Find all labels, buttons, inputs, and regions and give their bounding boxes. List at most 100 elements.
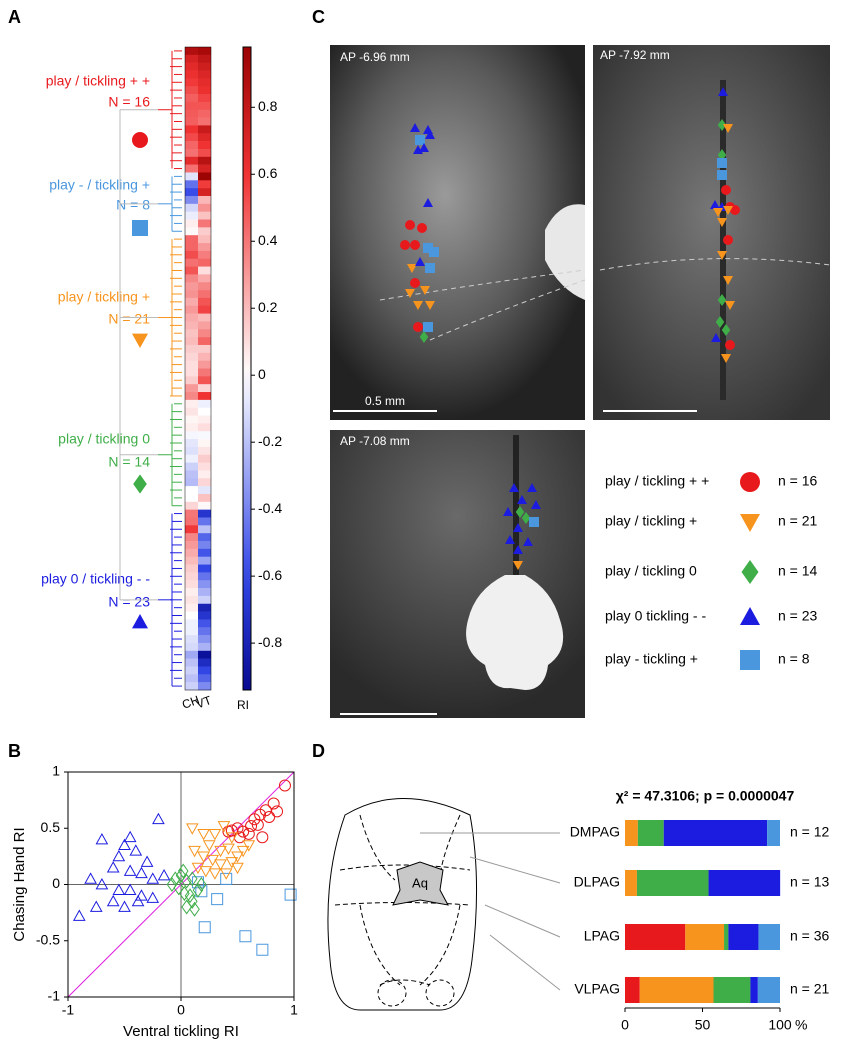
recording-site <box>715 316 725 328</box>
heatmap-cell <box>198 509 211 518</box>
marker <box>211 893 224 906</box>
recording-site <box>517 495 527 504</box>
heatmap-cell <box>185 658 198 667</box>
heatmap-frame <box>184 46 212 691</box>
heatmap-cell <box>185 86 198 95</box>
marker <box>208 828 222 841</box>
legend-n: n = 14 <box>778 563 818 579</box>
image-label: AP -7.08 mm <box>340 434 410 448</box>
heatmap-cell <box>185 384 198 393</box>
heatmap-cell <box>198 650 211 659</box>
legend-marker <box>740 514 760 532</box>
heatmap-cell <box>198 203 211 212</box>
region-boundary <box>425 979 455 1007</box>
heatmap-cell <box>198 360 211 369</box>
bar-segment <box>750 977 758 1003</box>
marker <box>135 866 148 879</box>
heatmap-cell <box>185 556 198 565</box>
heatmap-cell <box>185 148 198 158</box>
colorbar-label: RI <box>237 698 249 712</box>
cluster-n: N = 8 <box>116 197 150 213</box>
marker <box>284 888 297 901</box>
marker <box>112 883 126 896</box>
marker <box>196 877 207 892</box>
colorbar-tick-label: 0.2 <box>258 299 278 315</box>
marker <box>197 828 210 841</box>
x-unit: % <box>795 1017 807 1033</box>
n-label: n = 21 <box>790 981 830 997</box>
heatmap-cell <box>185 501 198 510</box>
marker <box>197 851 210 863</box>
marker <box>187 871 198 887</box>
recording-site <box>723 276 733 285</box>
marker <box>152 812 165 825</box>
marker <box>132 333 148 348</box>
heatmap-cell <box>198 454 211 463</box>
colorbar-tick-label: 0 <box>258 366 266 382</box>
recording-site <box>405 220 415 230</box>
colorbar-tick-label: -0.8 <box>258 634 282 650</box>
marker <box>106 894 120 907</box>
recording-site <box>717 119 727 131</box>
marker <box>192 882 204 898</box>
heatmap-cell <box>198 211 211 220</box>
recording-site <box>718 87 728 96</box>
recording-site <box>717 218 727 227</box>
x-tick-label: 0 <box>621 1017 629 1033</box>
bar-segment <box>757 977 780 1003</box>
heatmap-cell <box>198 125 211 134</box>
recording-site <box>531 500 541 509</box>
marker <box>177 863 189 879</box>
marker <box>195 885 208 898</box>
marker <box>231 851 244 863</box>
recording-site <box>723 124 733 133</box>
cluster-n: N = 16 <box>108 94 150 110</box>
x-tick-label: 50 <box>695 1017 711 1033</box>
y-axis-label: Chasing Hand RI <box>11 827 28 941</box>
n-label: n = 12 <box>790 824 830 840</box>
x-tick-label: 0 <box>177 1002 185 1018</box>
recording-site <box>523 537 533 546</box>
aqueduct-shape <box>392 861 449 906</box>
heatmap-cell <box>198 148 211 158</box>
marker <box>217 821 231 833</box>
n-label: n = 13 <box>790 874 830 890</box>
recording-site <box>423 322 433 332</box>
heatmap-cell <box>198 47 211 56</box>
heatmap-cell <box>185 446 198 456</box>
heatmap-cell <box>198 603 211 612</box>
heatmap-cell <box>198 376 211 385</box>
colorbar-tick-label: 0.8 <box>258 98 278 114</box>
heatmap-cell <box>198 580 211 589</box>
heatmap-cell <box>198 384 211 393</box>
heatmap-cell <box>198 337 211 346</box>
marker <box>208 868 222 880</box>
heatmap-cell <box>185 392 198 401</box>
legend-n: n = 8 <box>778 651 810 667</box>
recording-site <box>723 235 733 245</box>
recording-site <box>410 278 420 288</box>
marker <box>214 845 227 858</box>
heatmap-cell <box>185 47 198 56</box>
heatmap-cell <box>198 423 211 432</box>
bar-segment <box>728 924 759 950</box>
heatmap-cell <box>185 117 198 126</box>
category-label: VLPAG <box>574 981 620 997</box>
heatmap-cell <box>198 486 211 495</box>
marker <box>131 894 145 907</box>
heatmap-cell <box>185 666 198 675</box>
recording-site <box>400 240 410 250</box>
aqueduct <box>466 575 564 690</box>
heatmap-cell <box>185 548 198 557</box>
x-axis-label: Ventral tickling RI <box>123 1023 239 1040</box>
heatmap-cell <box>185 203 198 212</box>
heatmap-cell <box>198 219 211 228</box>
cluster-n: N = 23 <box>108 594 150 610</box>
marker <box>179 886 190 901</box>
heatmap-cell <box>185 258 198 267</box>
bar-segment <box>708 870 781 896</box>
heatmap-cell <box>198 556 211 565</box>
recording-site <box>725 340 735 350</box>
heatmap-cell <box>185 344 198 354</box>
heatmap-cell <box>185 603 198 612</box>
